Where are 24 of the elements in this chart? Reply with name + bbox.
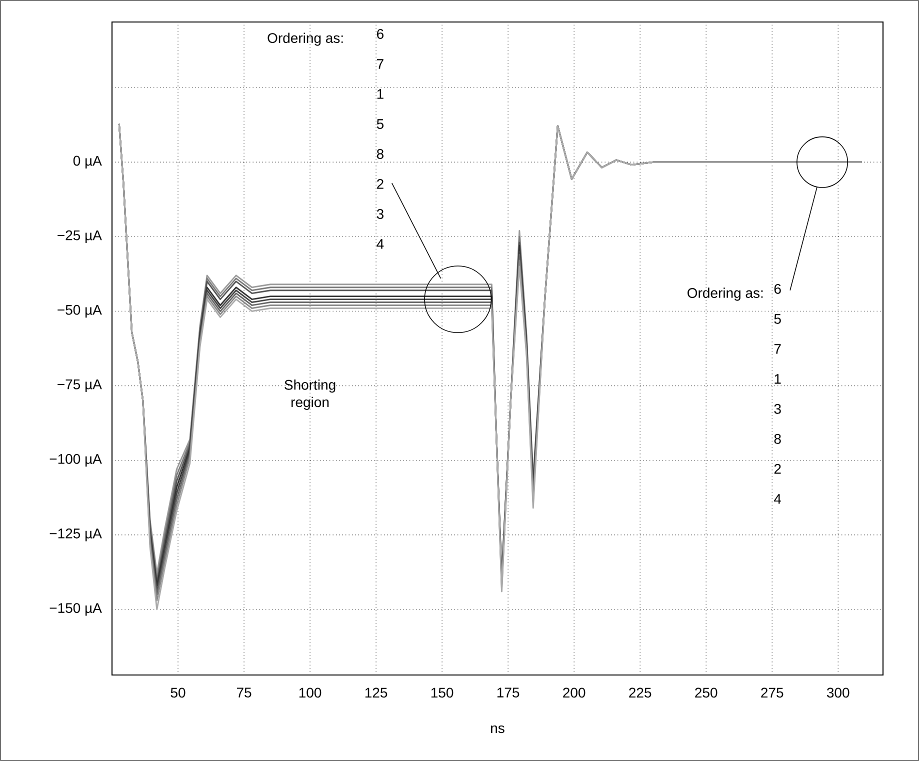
x-tick-label: 250	[695, 688, 718, 698]
annotation: Shorting region	[284, 380, 336, 410]
x-tick-label: 75	[236, 688, 252, 698]
x-tick-label: 300	[826, 688, 850, 698]
x-tick-label: 175	[497, 688, 520, 698]
x-tick-label: 275	[761, 688, 784, 698]
y-tick-label: −100 µA	[50, 454, 102, 467]
x-tick-label: 200	[563, 688, 586, 698]
annotation: Ordering as:	[688, 288, 763, 301]
x-tick-label: 150	[431, 688, 454, 698]
y-tick-label: 0 µA	[73, 156, 102, 168]
x-tick-label: 100	[299, 688, 322, 698]
text: 6 7 1 5 8 2 3 4	[376, 29, 384, 249]
x-tick-label: 50	[170, 688, 186, 698]
x-axis-title: ns	[491, 725, 504, 734]
y-tick-label: −150 µA	[50, 603, 102, 616]
text: 6 5 7 1 3 8 2 4	[774, 284, 782, 504]
y-tick-label: −50 µA	[58, 304, 102, 318]
x-tick-label: 125	[365, 688, 388, 698]
x-tick-label: 225	[629, 688, 652, 698]
y-tick-label: −75 µA	[58, 380, 102, 392]
y-tick-label: −25 µA	[58, 230, 102, 244]
annotation: Ordering as:	[268, 32, 343, 46]
y-tick-label: −125 µA	[50, 528, 102, 542]
